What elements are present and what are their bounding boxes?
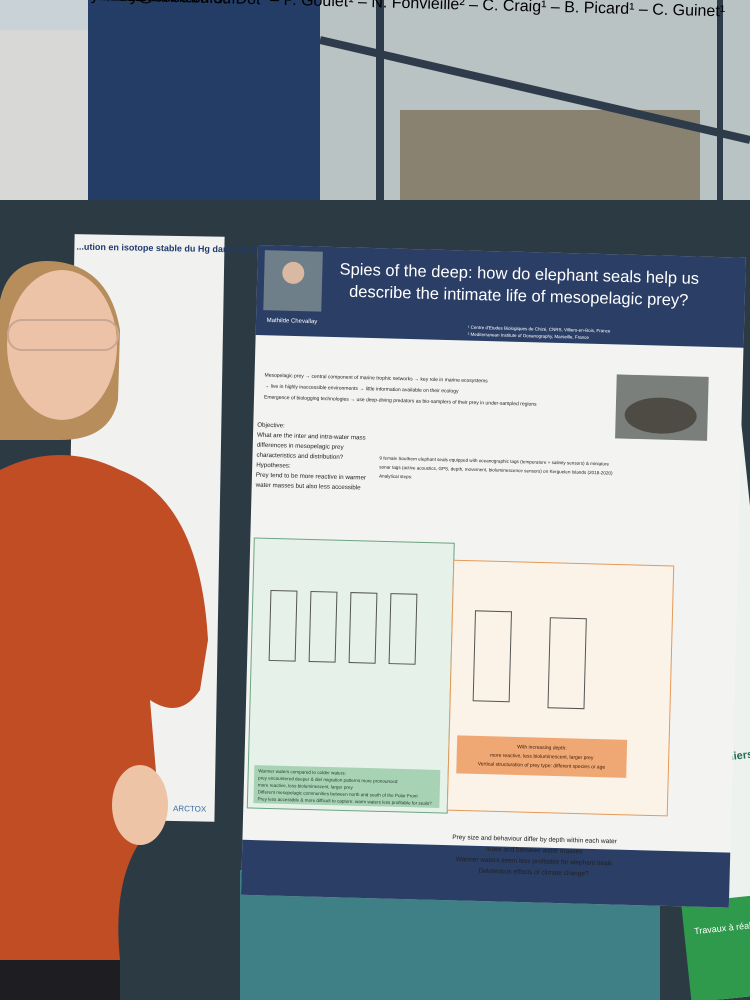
profile [308, 590, 338, 663]
panel-a-text: more reactive, less bioluminescent, larg… [258, 782, 354, 790]
methods-text: 9 female Southern elephant seals equippe… [379, 455, 609, 466]
author-face [282, 261, 305, 284]
objective-text: What are the inter and intra-water mass [257, 432, 366, 442]
methods-text: Analytical steps: [379, 473, 412, 479]
panel-a-text: Warmer waters compared to colder waters: [258, 768, 346, 775]
section-heading: Conclusion [6, 0, 86, 4]
photo-caption: Mathilde Chevallay [267, 318, 318, 325]
profiles [268, 589, 587, 710]
section-heading: Material & Methods [6, 0, 144, 5]
panel-letter: B [6, 0, 17, 2]
conclusion-text: Warmer waters seem less profitable for e… [456, 856, 613, 867]
panel-b [446, 559, 675, 817]
intro-text: → live in highly inaccessible environmen… [264, 384, 459, 395]
objective-text: Prey tend to be more reactive in warmer [256, 472, 366, 482]
poster-footer [240, 839, 731, 908]
poster: Mathilde Chevallay Spies of the deep: ho… [6, 0, 746, 908]
left-poster-title: ...ution en isotope stable du Hg dans le… [76, 242, 292, 256]
right-poster-footer [681, 891, 750, 1000]
section-heading: Introduction [6, 0, 90, 4]
panel-b-text: more reactive, less bioluminescent, larg… [490, 753, 594, 762]
panel-letter: A [6, 0, 17, 2]
intro-text: Mesopelagic prey → central component of … [265, 373, 489, 385]
objective-text: Objective: [257, 422, 285, 430]
person [0, 261, 208, 1000]
panel-a-text: Different mesopelagic communities betwee… [258, 789, 419, 798]
pillar [88, 0, 320, 215]
window-frame [319, 36, 750, 144]
objective-text: Hypotheses: [256, 462, 291, 470]
profile [348, 592, 378, 664]
sweater [0, 455, 208, 960]
window [0, 30, 90, 210]
objective-text: differences in mesopelagic prey [257, 442, 345, 451]
panel-title: Inter-water masses [6, 0, 142, 5]
panel-b-box [456, 735, 628, 778]
profile [268, 589, 298, 662]
objective-text: characteristics and distribution? [256, 452, 343, 461]
methods-text: sonar tags (active acoustics, GPS, depth… [379, 464, 613, 475]
left-poster-logo: ARCTOX [173, 804, 207, 814]
affiliation: ² Mediterranean Institute of Oceanograph… [468, 332, 590, 340]
hands [112, 765, 168, 845]
profile [547, 617, 587, 710]
glasses [7, 319, 119, 351]
poster-header [255, 245, 746, 348]
panel-b-text: Vertical structuration of prey type: dif… [478, 761, 606, 770]
face [7, 270, 117, 420]
seal [624, 397, 697, 434]
panel-a-box [253, 765, 441, 808]
building-interior [400, 110, 700, 210]
affiliation: ¹ Centre d'Etudes Biologiques de Chizé, … [468, 325, 611, 334]
section-heading: Results & Discussion [6, 0, 157, 5]
panel-a-text: prey encountered deeper & diel migration… [258, 775, 398, 784]
profile [472, 610, 512, 703]
objective-text: water masses but also less accessible [255, 482, 362, 492]
panel-title: Intra-water mass [6, 0, 126, 5]
trousers [0, 960, 120, 1000]
profile [388, 593, 418, 665]
email: mathilde.chevallay@cebc.cnrs.fr [6, 0, 238, 8]
conclusion-text: Prey size and behaviour differ by depth … [452, 834, 618, 845]
panel-a-text: Prey less accessible & more difficult to… [257, 796, 432, 806]
conclusion-text: Deleterious effects of climate change? [479, 868, 590, 878]
conclusion-text: mass and between water masses [486, 846, 583, 856]
panel-b-text: With increasing depth: [517, 744, 567, 751]
